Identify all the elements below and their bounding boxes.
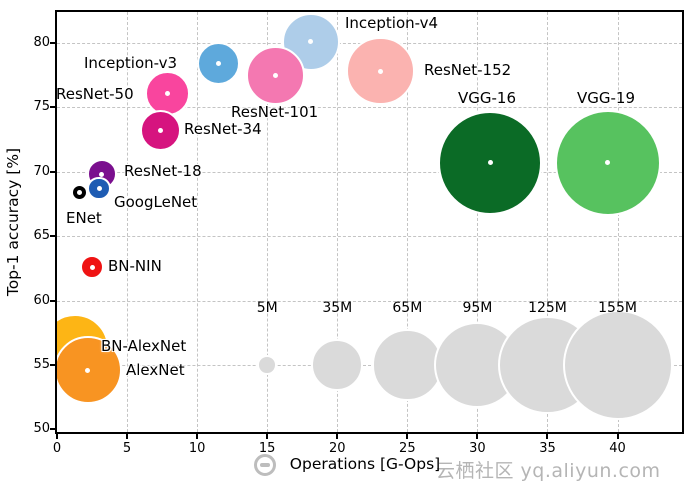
y-tick-label: 70 [33, 163, 50, 179]
y-tick [50, 41, 55, 44]
gridline-horizontal [57, 300, 682, 302]
y-tick [50, 106, 55, 109]
x-axis-title: Operations [G-Ops] [289, 455, 441, 473]
model-label-vgg-19: VGG-19 [577, 89, 636, 107]
x-tick-label: 15 [258, 441, 276, 456]
bubble-center-dot [308, 39, 314, 45]
bubble-resnet-50 [145, 70, 191, 116]
size-legend-label: 155M [598, 300, 637, 316]
model-label-resnet-34: ResNet-34 [184, 120, 262, 138]
bubble-vgg-19 [554, 109, 661, 216]
bubble-center-dot [165, 90, 171, 96]
bubble-bn-nin [79, 254, 105, 280]
size-legend-label: 95M [462, 300, 493, 316]
gridline-vertical [127, 12, 129, 432]
x-tick-label: 5 [122, 441, 132, 456]
x-tick [196, 434, 199, 439]
yunqi-community-logo-icon [254, 454, 276, 476]
bubble-center-dot [487, 160, 493, 166]
bubble-center-dot [99, 171, 105, 177]
bubble-center-dot [605, 160, 611, 166]
y-axis-title: Top-1 accuracy [%] [4, 147, 22, 297]
gridline-vertical [267, 12, 269, 432]
model-label-resnet-101: ResNet-101 [231, 103, 319, 121]
size-legend-bubble [257, 355, 278, 375]
model-label-alexnet: AlexNet [126, 361, 185, 379]
x-tick-label: 20 [328, 441, 346, 456]
bubble-center-dot [76, 189, 82, 195]
x-tick [476, 434, 479, 439]
model-label-vgg-16: VGG-16 [458, 89, 517, 107]
bubble-enet [70, 183, 89, 202]
y-tick-label: 65 [33, 228, 50, 244]
x-tick-label: 40 [609, 441, 626, 456]
model-label-inception-v4: Inception-v4 [345, 14, 439, 32]
size-legend-bubble [371, 329, 443, 401]
bubble-googlenet [87, 176, 111, 201]
x-tick [126, 434, 129, 439]
y-tick [50, 428, 55, 431]
gridline-horizontal [57, 365, 682, 366]
bubble-center-dot [215, 61, 221, 67]
y-tick [50, 235, 55, 238]
model-label-bn-alexnet: BN-AlexNet [101, 337, 187, 355]
bubble-center-dot [96, 185, 102, 191]
gridline-horizontal [57, 171, 682, 173]
y-tick-label: 50 [33, 421, 50, 437]
x-tick-label: 25 [399, 441, 416, 456]
y-tick [50, 170, 55, 173]
gridline-vertical [547, 12, 549, 432]
bubble-resnet-101 [246, 45, 306, 105]
y-tick [50, 299, 55, 302]
gridline-horizontal [57, 236, 682, 238]
size-legend-bubble [562, 309, 673, 421]
y-tick-label: 55 [33, 357, 50, 372]
bubble-inception-v3 [196, 41, 240, 86]
model-label-enet: ENet [66, 209, 102, 227]
x-tick [406, 434, 409, 439]
model-label-resnet-18: ResNet-18 [124, 162, 202, 180]
model-label-inception-v3: Inception-v3 [84, 54, 178, 72]
x-tick [56, 434, 58, 439]
y-tick-label: 75 [33, 99, 50, 115]
x-tick [616, 434, 619, 439]
bubble-center-dot [378, 68, 384, 74]
x-tick-label: 35 [539, 441, 556, 456]
gridline-vertical [197, 12, 199, 432]
bubble-vgg-16 [438, 110, 542, 215]
y-tick [50, 364, 55, 366]
x-tick-label: 10 [188, 441, 206, 456]
model-label-resnet-50: ResNet-50 [57, 85, 134, 103]
plot-area: 5M 35M 65M 95M 125M 155M VGG-19 VGG-16 ResNet-15… [57, 12, 682, 432]
model-label-googlenet: GoogLeNet [114, 193, 198, 211]
gridline-vertical [477, 12, 479, 432]
gridline-vertical [617, 12, 619, 432]
size-legend-label: 35M [322, 300, 353, 316]
bubble-center-dot [158, 128, 164, 133]
x-tick-label: 30 [469, 441, 486, 456]
watermark-text: 云栖社区 yq.aliyun.com [436, 460, 661, 482]
model-label-bn-nin: BN-NIN [108, 257, 162, 275]
gridline-vertical [407, 12, 409, 432]
gridline-vertical [337, 12, 339, 432]
bubble-center-dot [85, 367, 91, 373]
bubble-resnet-152 [346, 37, 415, 106]
size-legend-label: 125M [528, 300, 567, 316]
x-tick-label: 0 [52, 441, 62, 456]
x-tick [266, 434, 269, 439]
y-tick-label: 60 [33, 292, 50, 308]
bubble-resnet-34 [140, 109, 182, 152]
size-legend-bubble [311, 338, 364, 392]
gridline-horizontal [57, 107, 682, 109]
y-tick-label: 80 [33, 34, 50, 50]
bubble-center-dot [89, 264, 95, 270]
size-legend-label: 65M [392, 300, 423, 316]
x-tick [546, 434, 549, 439]
x-tick [336, 434, 339, 439]
model-label-resnet-152: ResNet-152 [424, 61, 512, 79]
bubble-alexnet [57, 335, 123, 405]
bubble-center-dot [273, 72, 279, 78]
size-legend-label: 5M [256, 300, 278, 316]
